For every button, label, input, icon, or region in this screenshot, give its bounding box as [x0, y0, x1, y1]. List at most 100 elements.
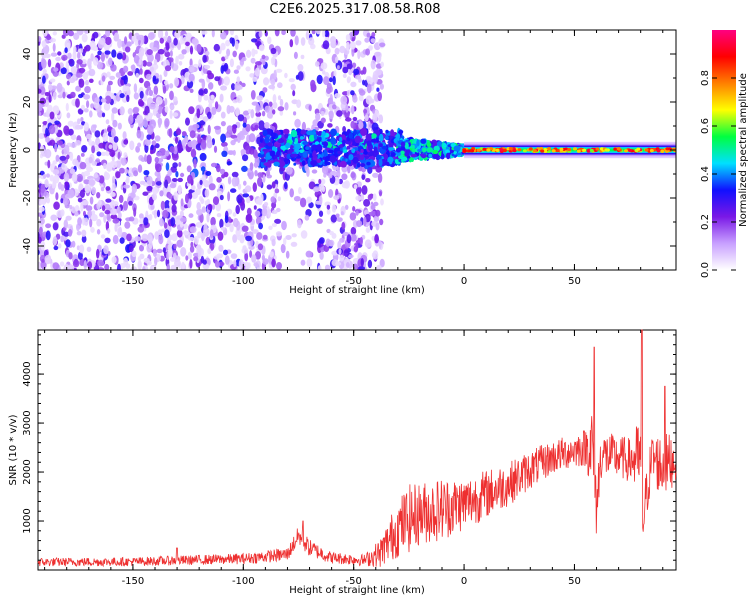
spectrogram-cell	[118, 194, 124, 204]
spectrogram-cell	[188, 64, 195, 74]
spectrogram-cell	[258, 44, 265, 52]
spectrogram-cell	[340, 211, 344, 216]
colorbar-tick-label: 0.0	[700, 262, 711, 278]
spectrogram-cell	[53, 67, 59, 72]
spectrogram-cell	[193, 158, 197, 169]
spectrogram-cell	[88, 138, 92, 146]
spectrogram-cell	[117, 38, 122, 49]
spectrogram-cell	[582, 148, 587, 152]
spectrogram-cell	[255, 267, 262, 270]
spectrogram-cell	[66, 154, 70, 160]
spectrogram-cell	[92, 31, 99, 39]
spectrogram-cell	[169, 83, 174, 89]
spectrogram-cell	[190, 148, 197, 158]
spectrogram-cell	[210, 162, 218, 168]
spectrogram-cell	[134, 236, 141, 242]
spectrogram-cells	[38, 30, 676, 270]
spectrogram-cell	[262, 129, 268, 137]
spectrogram-cell	[270, 78, 276, 86]
spectrogram-cell	[366, 32, 371, 38]
spectrogram-cell	[456, 152, 462, 156]
spectrogram-cell	[79, 161, 87, 170]
spectrogram-cell	[79, 257, 85, 267]
spectrogram-cell	[63, 144, 70, 155]
spectrogram-cell	[260, 158, 267, 163]
spectrogram-cell	[164, 97, 168, 106]
spectrogram-cell	[366, 77, 374, 85]
spectrogram-cell	[258, 222, 263, 230]
spectrogram-cell	[275, 68, 283, 73]
spectrogram-cell	[589, 148, 594, 153]
spectrogram-cell	[281, 30, 286, 36]
spectrogram-cell	[96, 229, 101, 235]
spectrogram-cell	[120, 157, 127, 166]
spectrogram-cell	[90, 103, 94, 109]
spectrogram-cell	[187, 141, 194, 148]
spectrogram-cell	[80, 152, 85, 157]
spectrogram-cell	[100, 52, 105, 63]
spectrogram-cell	[576, 149, 581, 153]
spectrogram-cell	[229, 223, 234, 233]
spectrogram-cell	[170, 217, 176, 227]
spectrogram-cell	[123, 139, 129, 145]
spectrogram-cell	[219, 168, 226, 175]
spectrogram-cell	[64, 181, 70, 187]
colorbar-tick-label: 0.6	[700, 118, 711, 134]
spectrogram-cell	[345, 41, 350, 52]
spectrogram-cell	[111, 161, 118, 169]
spectrogram-cell	[104, 95, 112, 104]
spectrogram-cell	[75, 98, 80, 108]
spectrogram-cell	[323, 149, 328, 157]
spectrogram-cell	[91, 187, 97, 195]
spectrogram-cell	[445, 149, 450, 154]
spectrogram-cell	[232, 234, 238, 243]
spectrogram-cell	[260, 150, 265, 155]
spectrogram-cell	[100, 151, 107, 156]
spectrogram-cell	[326, 208, 331, 215]
spectrogram-cell	[400, 150, 405, 155]
spectrogram-cell	[366, 83, 372, 94]
spectrogram-cell	[152, 75, 157, 82]
spectrogram-cell	[132, 107, 139, 115]
spectrogram-cell	[68, 128, 74, 136]
spectrogram-cell	[63, 125, 70, 135]
spectrogram-cell	[313, 186, 320, 193]
spectrogram-cell	[378, 143, 383, 148]
spectrogram-cell	[138, 77, 144, 84]
spectrogram-cell	[49, 139, 56, 146]
spectrogram-cell	[299, 136, 304, 140]
spectrogram-cell	[363, 216, 367, 227]
spectrogram-cell	[165, 162, 170, 172]
spectrogram-cell	[93, 145, 100, 152]
spectrogram-cell	[350, 120, 356, 129]
spectrogram-cell	[242, 154, 249, 162]
spectrogram-cell	[38, 36, 42, 42]
spectrogram-cell	[104, 237, 111, 244]
spectrogram-cell	[547, 147, 551, 151]
spectrogram-cell	[126, 41, 132, 47]
spectrogram-cell	[364, 37, 370, 43]
spectrogram-cell	[268, 84, 275, 90]
spectrogram-cell	[246, 196, 251, 204]
spectrogram-cell	[162, 247, 166, 254]
spectrogram-cell	[316, 74, 323, 85]
spectrogram-cell	[159, 218, 164, 227]
spectrogram-cell	[96, 61, 103, 70]
spectrogram-x-tick-label: 50	[568, 276, 581, 287]
spectrogram-cell	[47, 58, 52, 68]
spectrogram-cell	[196, 202, 201, 211]
colorbar-tick-label: 0.4	[700, 166, 711, 182]
spectrogram-cell	[349, 41, 356, 50]
spectrogram-cell	[105, 30, 111, 37]
spectrogram-cell	[341, 221, 346, 230]
spectrogram-cell	[77, 217, 82, 226]
spectrogram-cell	[290, 241, 298, 247]
spectrogram-cell	[404, 151, 410, 157]
spectrogram-cell	[268, 225, 273, 230]
spectrogram-cell	[410, 153, 417, 158]
spectrogram-cell	[207, 72, 215, 80]
spectrogram-cell	[636, 147, 641, 151]
spectrogram-cell	[137, 226, 145, 233]
spectrogram-cell	[103, 214, 107, 224]
spectrogram-cell	[462, 149, 467, 153]
